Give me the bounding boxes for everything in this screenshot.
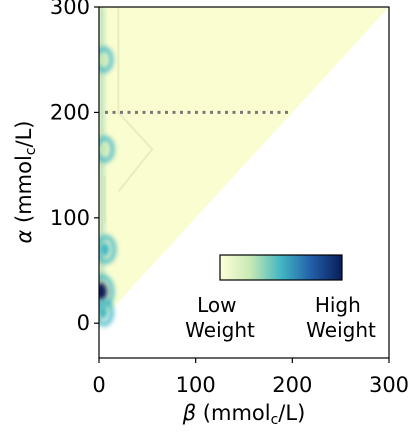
x-axis-label: β (mmolc/L) [182,401,306,428]
y-axis-symbol: α [12,229,36,243]
weight-blob-core-4 [99,54,107,66]
y-axis-unit: (mmol [12,155,36,229]
y-axis-ticks: 0 100 200 300 [50,0,99,335]
colorbar-low-line1: Low [197,293,236,317]
weight-blob-core-2 [99,306,108,319]
colorbar-high-line1: High [315,293,361,317]
weight-blobs [99,46,117,327]
colorbar-high-label: High Weight [306,293,376,342]
weight-blob-core-0 [99,282,107,301]
colorbar-low-label: Low Weight [185,293,255,342]
y-axis-label: α (mmolc/L) [12,121,39,244]
feasible-region-triangle [99,7,389,324]
y-tick-label-200: 200 [50,100,90,124]
y-tick-label-300: 300 [50,0,90,19]
x-axis-unit-tail: /L) [278,401,305,425]
x-axis-ticks: 0 100 200 300 [92,358,409,397]
x-tick-label-300: 300 [369,373,409,397]
colorbar-low-line2: Weight [185,318,255,342]
y-axis-unit-sub: c [23,147,39,155]
colorbar [219,254,343,281]
x-axis-symbol: β [182,401,196,425]
weight-blob-3 [99,135,115,163]
weight-blob-core-1 [100,242,110,257]
weight-blob-0 [99,274,115,310]
x-axis-unit-sub: c [271,412,279,428]
x-tick-label-200: 200 [272,373,312,397]
y-tick-label-0: 0 [77,311,90,335]
weight-blob-2 [99,298,115,327]
plot-area [99,7,389,327]
y-axis-unit-tail: /L) [12,121,36,148]
colorbar-high-line2: Weight [306,318,376,342]
x-axis-unit: (mmol [196,401,270,425]
x-tick-label-100: 100 [176,373,216,397]
colorbar-legend: Low Weight High Weight [185,254,376,342]
weight-blob-1 [99,234,117,265]
weight-blob-core-3 [99,143,108,156]
y-tick-label-100: 100 [50,206,90,230]
x-tick-label-0: 0 [92,373,105,397]
axes-frame [98,6,390,359]
edge-weight-band [99,7,105,318]
weight-blob-4 [99,46,114,73]
